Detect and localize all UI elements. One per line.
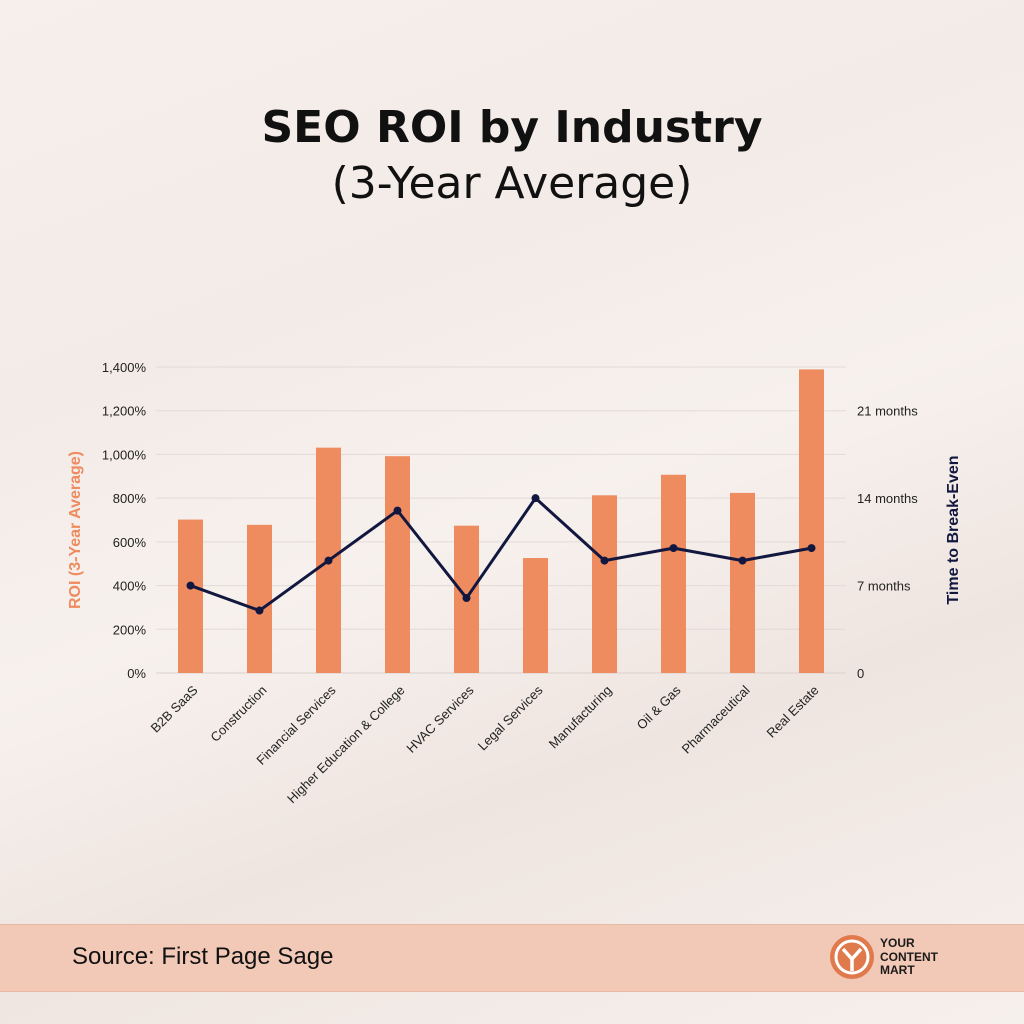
- x-tick-label: HVAC Services: [403, 682, 477, 756]
- logo-line2: CONTENT: [880, 949, 938, 964]
- line-point: [462, 594, 471, 603]
- line-point: [531, 494, 540, 503]
- chart-title: SEO ROI by Industry (3-Year Average): [0, 100, 1024, 212]
- x-tick-label: Pharmaceutical: [679, 682, 753, 756]
- y-tick-label: 600%: [113, 535, 147, 550]
- line-point: [669, 544, 678, 553]
- line-point: [738, 556, 747, 565]
- x-tick-label: Higher Education & College: [284, 683, 408, 807]
- bar: [178, 519, 203, 673]
- line-point: [600, 556, 609, 565]
- x-tick-label: Real Estate: [763, 683, 821, 741]
- y-tick-label: 400%: [113, 579, 147, 594]
- right-axis-label: Time to Break-Even: [945, 455, 962, 604]
- bar: [523, 558, 548, 673]
- chart-title-line1: SEO ROI by Industry: [261, 102, 763, 153]
- break-even-line: [189, 496, 812, 613]
- combo-chart: 0% 200% 400% 600% 800% 1,000% 1,200% 1,400% 0 7 …: [67, 360, 962, 806]
- y-tick-label: 800%: [113, 491, 147, 506]
- logo-line3: MART: [880, 963, 915, 977]
- source-text: Source: First Page Sage: [72, 943, 334, 970]
- left-axis-label: ROI (3-Year Average): [67, 451, 84, 609]
- y2-tick-label: 21 months: [857, 404, 918, 419]
- bar: [592, 495, 617, 673]
- logo-mark-icon: [830, 935, 874, 979]
- line-point: [186, 581, 195, 590]
- line-point: [255, 606, 264, 615]
- y2-tick-label: 7 months: [857, 579, 911, 594]
- left-axis-ticks: 0% 200% 400% 600% 800% 1,000% 1,200% 1,400%: [102, 360, 147, 681]
- bar-series: [178, 369, 824, 673]
- y-tick-label: 1,200%: [102, 404, 147, 419]
- bar: [730, 492, 755, 673]
- bar: [799, 369, 824, 673]
- y-tick-label: 1,400%: [102, 360, 147, 375]
- line-point: [807, 544, 816, 553]
- brand-logo: YOUR CONTENT MART: [830, 935, 990, 981]
- x-tick-label: Legal Services: [475, 682, 546, 753]
- x-tick-label: Construction: [207, 683, 269, 745]
- y-tick-label: 0%: [127, 666, 146, 681]
- footer-bar: Source: First Page Sage YOUR CONTENT MAR…: [0, 924, 1024, 992]
- logo-wordmark: YOUR CONTENT MART: [880, 936, 938, 978]
- y-tick-label: 1,000%: [102, 447, 147, 462]
- line-point: [393, 506, 402, 515]
- y-tick-label: 200%: [113, 622, 147, 637]
- right-axis-ticks: 0 7 months 14 months 21 months: [857, 404, 918, 681]
- logo-line1: YOUR: [880, 936, 915, 950]
- x-tick-label: B2B SaaS: [148, 682, 201, 735]
- y2-tick-label: 14 months: [857, 491, 918, 506]
- bar: [661, 474, 686, 673]
- bar: [385, 456, 410, 673]
- line-series: [186, 494, 816, 615]
- line-point: [324, 556, 333, 565]
- y2-tick-label: 0: [857, 666, 864, 681]
- x-tick-label: Oil & Gas: [634, 682, 684, 732]
- bar: [247, 524, 272, 673]
- chart-title-line2: (3-Year Average): [331, 158, 693, 209]
- x-tick-label: Manufacturing: [546, 683, 615, 752]
